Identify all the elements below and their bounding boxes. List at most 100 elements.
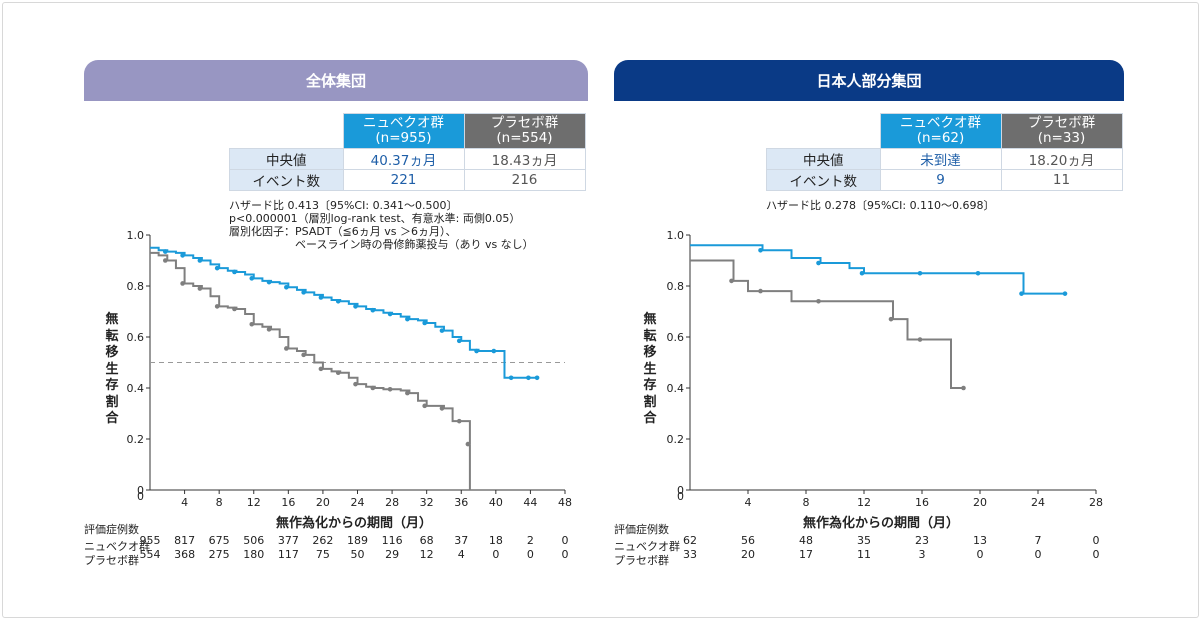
- risk-count: 0: [562, 548, 569, 561]
- risk-count: 50: [351, 548, 365, 561]
- censor-mark: [961, 385, 966, 391]
- events-placebo: 11: [1000, 169, 1123, 191]
- censor-mark: [162, 249, 168, 254]
- censor-mark: [197, 286, 203, 291]
- censor-mark: [422, 320, 427, 326]
- y-tick-label: 0.8: [667, 280, 685, 293]
- censor-mark: [284, 346, 289, 351]
- x-tick-label: 12: [247, 496, 261, 509]
- x-tick-label: 12: [857, 496, 871, 509]
- x-tick-label: 8: [216, 496, 223, 509]
- censor-mark: [301, 352, 306, 358]
- censor-mark: [353, 381, 358, 387]
- censor-mark: [474, 348, 479, 354]
- risk-count: 29: [385, 548, 399, 561]
- censor-mark: [370, 385, 376, 391]
- y-tick-label: 0: [137, 484, 144, 497]
- summary-table-overall: ニュベクオ群 (n=955) プラセボ群 (n=554) 中央値 40.37ヵ月…: [229, 113, 586, 191]
- risk-count: 955: [140, 534, 161, 547]
- censor-mark: [456, 418, 462, 424]
- risk-count: 3: [919, 548, 926, 561]
- censor-mark: [888, 316, 894, 322]
- censor-mark: [508, 375, 514, 381]
- risk-count: 62: [683, 534, 697, 547]
- median-nubeqa: 未到達: [879, 148, 1002, 170]
- risk-header-japanese: 評価症例数: [614, 523, 669, 536]
- risk-count: 0: [1093, 534, 1100, 547]
- risk-count: 13: [973, 534, 987, 547]
- x-tick-label: 16: [281, 496, 295, 509]
- risk-count: 377: [278, 534, 299, 547]
- censor-mark: [232, 269, 237, 275]
- censor-mark: [266, 327, 272, 332]
- risk-count: 20: [741, 548, 755, 561]
- x-tick-label: 36: [454, 496, 468, 509]
- censor-mark: [1019, 291, 1024, 296]
- km-curve-series-1: [150, 251, 471, 445]
- x-tick-label: 32: [420, 496, 434, 509]
- y-tick-label: 0.4: [667, 382, 685, 395]
- y-tick-label: 1.0: [667, 229, 685, 242]
- censor-mark: [729, 278, 734, 284]
- x-tick-label: 20: [973, 496, 987, 509]
- y-tick-label: 0.8: [127, 280, 145, 293]
- row-label-median: 中央値: [229, 148, 344, 170]
- risk-count: 817: [174, 534, 195, 547]
- censor-mark: [180, 281, 185, 286]
- censor-mark: [975, 270, 981, 276]
- row-label-median: 中央値: [766, 148, 881, 170]
- risk-count: 675: [209, 534, 230, 547]
- x-tick-label: 48: [558, 496, 572, 509]
- km-curve-series-0: [690, 244, 1067, 295]
- risk-count: 11: [857, 548, 871, 561]
- stats-notes-overall: ハザード比 0.413〔95%CI: 0.341～0.500〕 p<0.0000…: [229, 199, 534, 251]
- risk-label-placebo-overall: プラセボ群: [84, 554, 139, 567]
- censor-mark: [266, 279, 272, 285]
- x-tick-label: 44: [523, 496, 537, 509]
- panel-title-overall: 全体集団: [84, 60, 588, 101]
- chart-0: [146, 234, 566, 494]
- risk-count: 0: [977, 548, 984, 561]
- censor-mark: [249, 276, 255, 281]
- events-nubeqa: 9: [879, 169, 1002, 191]
- censor-mark: [816, 260, 821, 266]
- censor-mark: [387, 311, 393, 317]
- risk-count: 33: [683, 548, 697, 561]
- risk-count: 117: [278, 548, 299, 561]
- km-curve-series-0: [150, 246, 540, 379]
- risk-label-nubeqa-japanese: ニュベクオ群: [614, 540, 680, 553]
- risk-count: 35: [857, 534, 871, 547]
- censor-mark: [405, 316, 410, 322]
- censor-mark: [526, 375, 531, 381]
- y-tick-label: 1.0: [127, 229, 145, 242]
- risk-count: 23: [915, 534, 929, 547]
- risk-count: 48: [799, 534, 813, 547]
- risk-count: 0: [1093, 548, 1100, 561]
- summary-table-japanese: ニュベクオ群 (n=62) プラセボ群 (n=33) 中央値 未到達 18.20…: [766, 113, 1123, 191]
- censor-mark: [439, 406, 445, 411]
- censor-mark: [301, 290, 306, 295]
- censor-mark: [491, 348, 497, 354]
- risk-count: 189: [347, 534, 368, 547]
- risk-header-overall: 評価症例数: [84, 523, 139, 536]
- risk-count: 68: [420, 534, 434, 547]
- x-tick-label: 4: [745, 496, 752, 509]
- row-label-events: イベント数: [229, 169, 344, 191]
- stats-notes-japanese: ハザード比 0.278〔95%CI: 0.110～0.698〕: [766, 199, 995, 212]
- censor-mark: [318, 366, 324, 372]
- y-tick-label: 0: [677, 484, 684, 497]
- risk-label-nubeqa-overall: ニュベクオ群: [84, 540, 150, 553]
- x-tick-label: 24: [1031, 496, 1045, 509]
- risk-count: 17: [799, 548, 813, 561]
- x-tick-label: 28: [1089, 496, 1103, 509]
- risk-count: 0: [1035, 548, 1042, 561]
- censor-mark: [335, 299, 341, 304]
- y-tick-label: 0.6: [667, 331, 685, 344]
- risk-count: 0: [562, 534, 569, 547]
- risk-count: 56: [741, 534, 755, 547]
- header-nubeqa: ニュベクオ群 (n=62): [879, 113, 1002, 149]
- censor-mark: [353, 304, 358, 309]
- censor-mark: [816, 299, 821, 304]
